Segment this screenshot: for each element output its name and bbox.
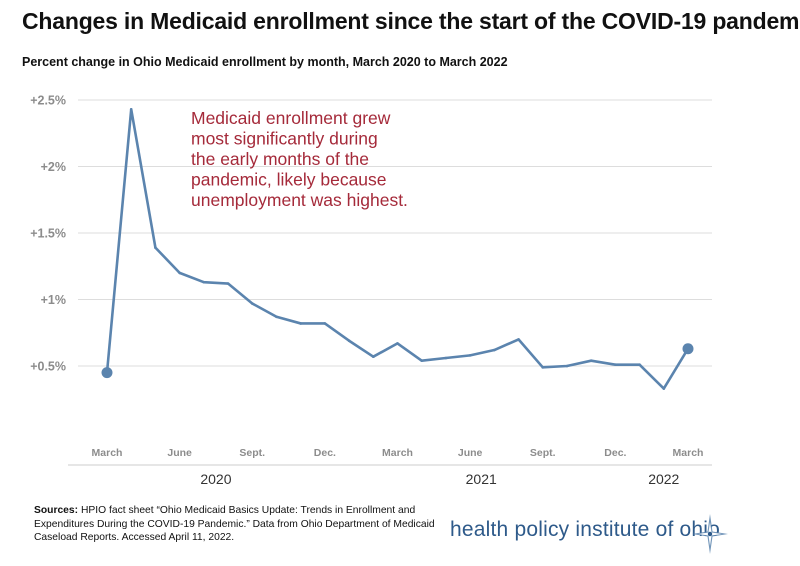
annotation-line: pandemic, likely because	[191, 170, 387, 190]
data-point	[129, 108, 133, 111]
x-tick-label: Sept.	[530, 447, 556, 459]
y-tick-label: +1.5%	[30, 227, 66, 241]
gridlines	[78, 99, 712, 367]
data-point	[178, 271, 181, 275]
data-point	[226, 282, 230, 285]
data-point	[371, 355, 375, 358]
data-point	[468, 354, 472, 357]
data-point	[420, 359, 424, 362]
data-point	[396, 342, 399, 345]
year-groups: 2020 2021 2022	[68, 464, 712, 487]
data-point	[250, 302, 254, 305]
line-chart: +0.5% +1% +1.5% +2% +2.5% March June Sept. Dec.…	[30, 94, 712, 487]
data-point	[638, 363, 641, 366]
endpoint-marker	[682, 343, 694, 355]
y-tick-label: +1%	[41, 293, 66, 307]
y-tick-label: +0.5%	[30, 360, 66, 374]
data-point	[347, 339, 351, 343]
data-point	[493, 348, 496, 352]
data-point	[614, 363, 617, 366]
data-point	[275, 315, 278, 319]
annotation-line: most significantly during	[191, 129, 378, 149]
x-tick-label: Dec.	[604, 447, 626, 459]
x-tick-label: Sept.	[239, 447, 265, 459]
brand-logo-text: health policy institute of ohio	[450, 518, 721, 541]
data-point	[589, 359, 593, 362]
x-tick-label: March	[382, 447, 413, 459]
series-layer	[101, 108, 694, 390]
year-label: 2020	[200, 471, 231, 487]
annotation-line: unemployment was highest.	[191, 190, 408, 210]
y-tick-label: +2.5%	[30, 94, 66, 108]
data-point	[299, 322, 302, 325]
x-tick-label: March	[673, 447, 704, 459]
star-logo-icon	[692, 514, 728, 554]
endpoint-marker	[101, 367, 113, 379]
x-tick-label: June	[167, 447, 192, 459]
annotation-line: the early months of the	[191, 149, 369, 169]
x-tick-label: June	[458, 447, 483, 459]
data-point	[662, 387, 666, 390]
data-point	[154, 246, 157, 249]
x-tick-label: March	[92, 447, 123, 459]
data-point	[541, 366, 545, 369]
chart-title: Changes in Medicaid enrollment since the…	[22, 8, 800, 34]
sources-note: Sources: HPIO fact sheet “Ohio Medicaid …	[34, 504, 454, 545]
data-point	[323, 322, 327, 325]
data-point	[565, 364, 569, 368]
sources-text: HPIO fact sheet “Ohio Medicaid Basics Up…	[34, 505, 435, 543]
data-point	[202, 280, 206, 284]
y-axis-ticks: +0.5% +1% +1.5% +2% +2.5%	[30, 94, 66, 374]
year-label: 2022	[648, 471, 679, 487]
y-tick-label: +2%	[41, 160, 66, 174]
annotation-line: Medicaid enrollment grew	[191, 108, 391, 128]
year-label: 2021	[466, 471, 497, 487]
x-axis-ticks: March June Sept. Dec. March June Sept. Dec. Marc…	[92, 447, 704, 459]
chart-subtitle: Percent change in Ohio Medicaid enrollme…	[22, 55, 508, 69]
sources-label: Sources:	[34, 505, 79, 516]
data-point	[444, 356, 448, 360]
data-point	[517, 338, 520, 341]
x-tick-label: Dec.	[314, 447, 336, 459]
